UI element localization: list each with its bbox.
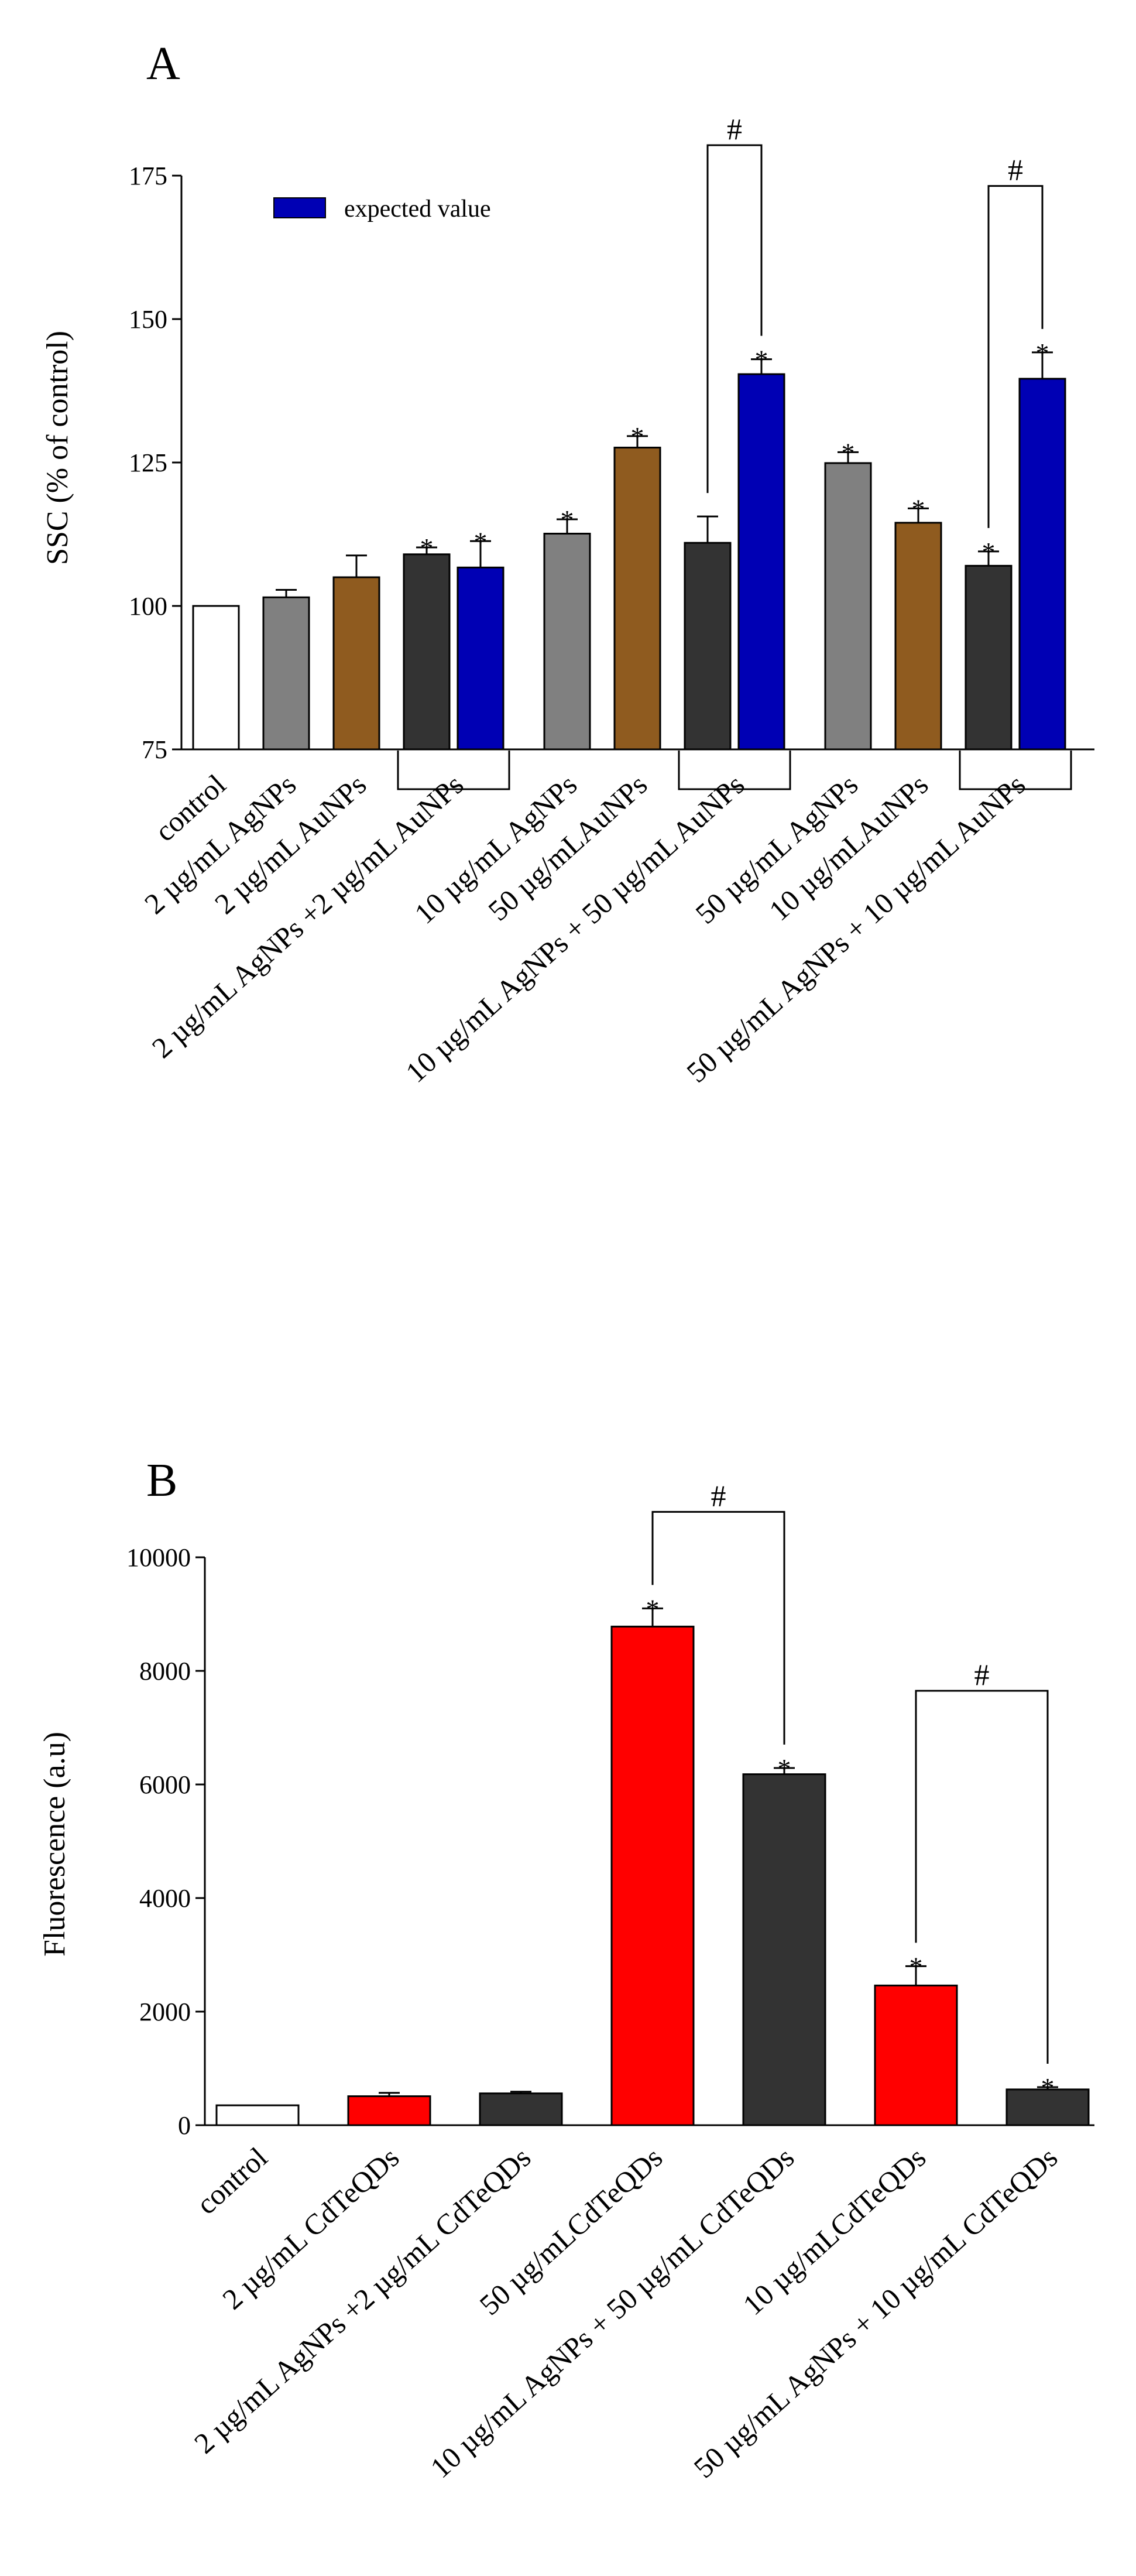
- panel-b-significance-bracket: [651, 1510, 785, 1745]
- panel-a-group-bracket: [397, 751, 510, 790]
- panel-a-significance-star: *: [631, 422, 644, 451]
- panel-b-significance-hash: #: [974, 1659, 990, 1692]
- panel-a-significance-star: *: [474, 526, 488, 556]
- panel-b-significance-hash: #: [711, 1479, 726, 1513]
- panel-b-significance-star: *: [646, 1594, 660, 1623]
- panel-a-bar: [737, 373, 785, 751]
- legend-swatch-expected-value: [273, 197, 326, 218]
- panel-b-bar: [610, 1625, 695, 2126]
- panel-b-bar: [874, 1984, 958, 2126]
- panel-b-y-tick-label: 8000: [139, 1657, 191, 1686]
- panel-a-significance-star: *: [420, 533, 434, 563]
- panel-b-significance-bracket: [915, 1690, 1049, 2064]
- panel-a-bar: [403, 553, 451, 751]
- panel-b-bar: [215, 2104, 300, 2126]
- panel-b-y-tick-label: 4000: [139, 1884, 191, 1913]
- panel-a-y-tick-label: 175: [129, 162, 167, 190]
- panel-b-significance-star: *: [910, 1951, 923, 1981]
- panel-a-label: A: [146, 38, 180, 90]
- panel-a-y-tick-label: 150: [129, 305, 167, 334]
- panel-a-bar: [965, 564, 1013, 751]
- panel-b-x-tick-label: control: [190, 2141, 274, 2221]
- panel-b-label: B: [146, 1455, 177, 1506]
- panel-a-x-tick-label: 50 µg/mL AgNPs + 10 µg/mL AuNPs: [680, 768, 1031, 1089]
- panel-b-bar: [1005, 2088, 1090, 2126]
- panel-a-significance-hash: #: [727, 113, 742, 146]
- panel-a-y-tick-label: 75: [142, 735, 167, 764]
- panel-a-y-tick-label: 100: [129, 592, 167, 621]
- panel-a-significance-star: *: [1036, 338, 1049, 368]
- chart-panel-b: B Fluorescence (a.u) 0 2000 4000 6000 8000 10…: [38, 1455, 1094, 2484]
- panel-b-bar: [347, 2095, 431, 2126]
- panel-a-bar: [824, 462, 872, 751]
- panel-a-bar: [1018, 378, 1066, 751]
- legend-label-expected-value: expected value: [344, 196, 491, 222]
- panel-a-significance-star: *: [912, 494, 925, 523]
- panel-a-significance-star: *: [842, 437, 855, 467]
- panel-b-y-tick-label: 10000: [126, 1543, 191, 1572]
- panel-b-bar: [742, 1773, 826, 2126]
- panel-b-y-tick-label: 0: [178, 2111, 191, 2140]
- panel-a-significance-bracket: [987, 185, 1044, 528]
- chart-panel-a: A SSC (% of control) expected value 75 10…: [41, 38, 1094, 1089]
- panel-a-y-axis-title: SSC (% of control): [41, 331, 74, 565]
- panel-b-y-tick-label: 6000: [139, 1770, 191, 1799]
- panel-b-y-axis-title: Fluorescence (a.u): [38, 1732, 71, 1957]
- panel-a-bar: [192, 605, 240, 751]
- panel-b-significance-star: *: [1041, 2073, 1055, 2102]
- panel-b-significance-star: *: [778, 1753, 791, 1783]
- panel-a-group-bracket: [959, 751, 1072, 790]
- panel-b-y-tick-label: 2000: [139, 1998, 191, 2026]
- panel-a-significance-star: *: [561, 505, 574, 535]
- panel-a-bar: [332, 576, 380, 751]
- panel-a-legend: expected value: [273, 196, 491, 222]
- panel-a-x-tick-label: 10 µg/mL AgNPs + 50 µg/mL AuNPs: [399, 768, 750, 1089]
- panel-a-group-bracket: [678, 751, 791, 790]
- panel-a-bar: [457, 566, 504, 751]
- panel-a-bar: [262, 596, 310, 751]
- panel-a-bar: [684, 542, 732, 751]
- panel-a-bar: [543, 533, 591, 751]
- panel-a-y-tick-label: 125: [129, 448, 167, 477]
- panel-a-significance-bracket: [706, 144, 763, 494]
- panel-b-bar: [479, 2092, 563, 2126]
- panel-a-bar: [894, 522, 942, 751]
- panel-a-significance-hash: #: [1008, 154, 1023, 187]
- panel-a-bar: [613, 447, 661, 751]
- panel-a-significance-star: *: [755, 345, 768, 375]
- panel-a-significance-star: *: [982, 537, 996, 567]
